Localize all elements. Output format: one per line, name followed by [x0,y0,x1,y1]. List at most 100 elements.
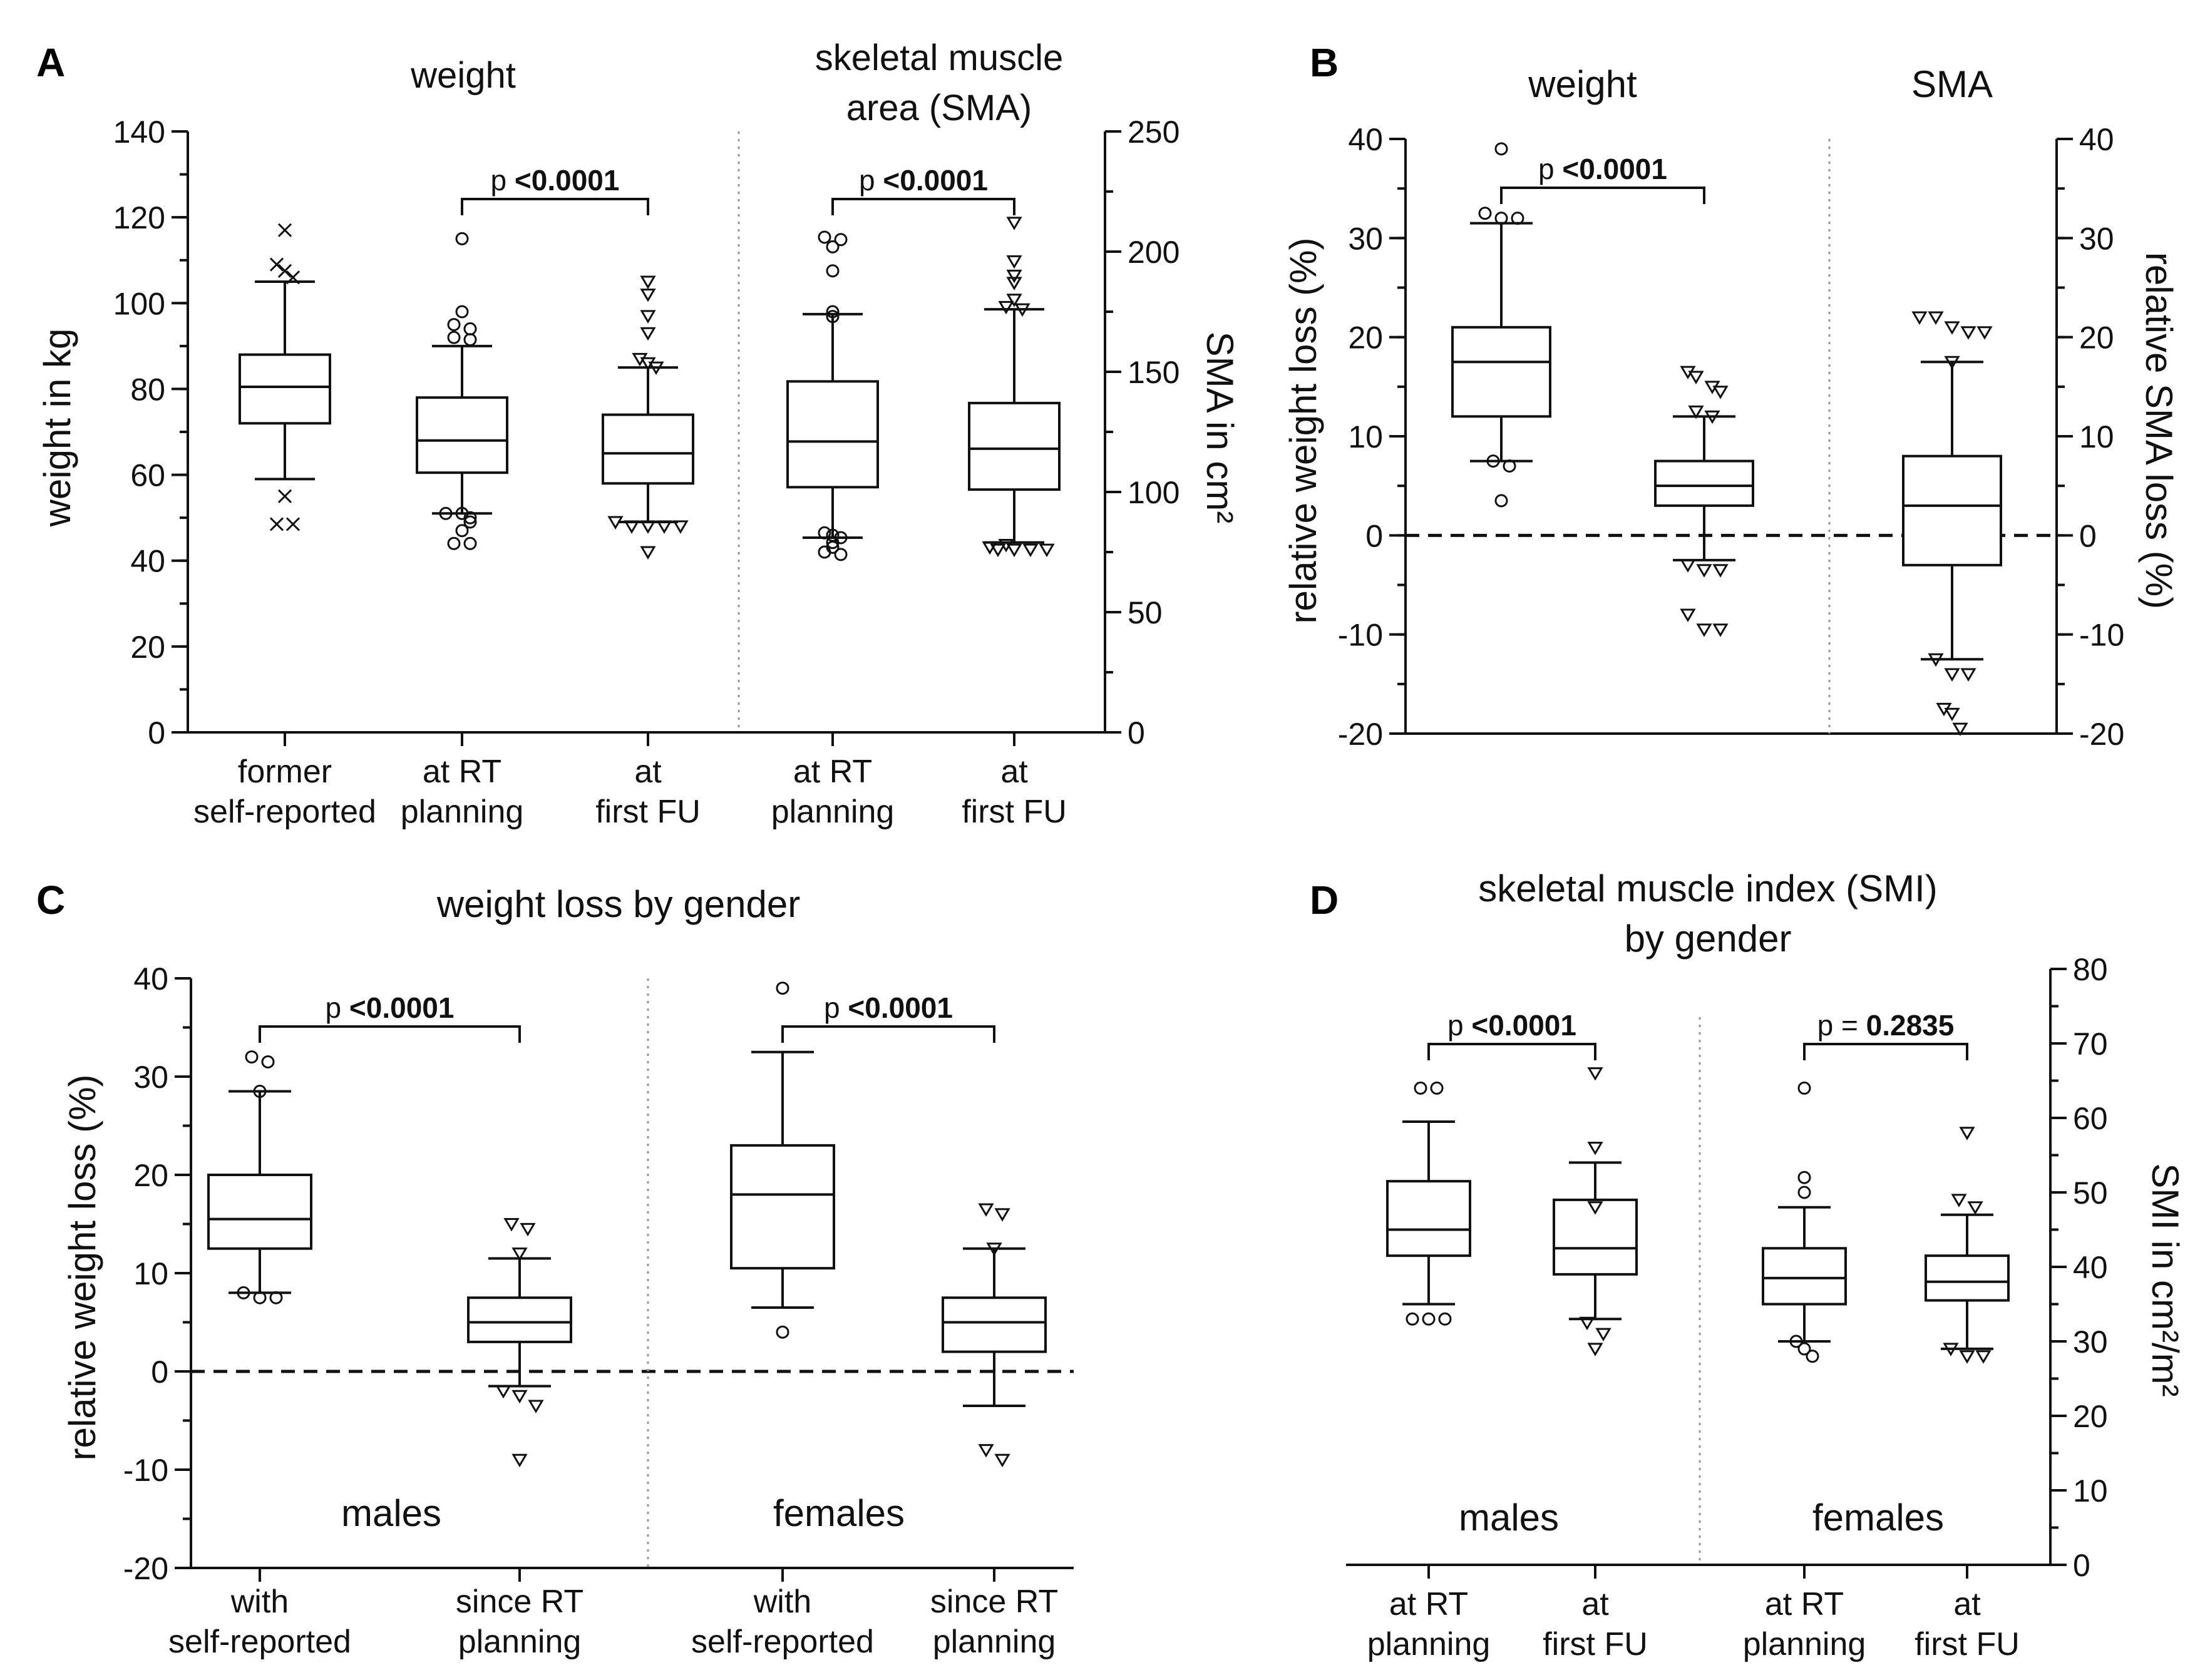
panel-c-box-2-iqr [730,1144,835,1270]
panel-b-box-2-outlier [1944,668,1960,682]
panel-d-box-0-outlier [1422,1312,1436,1326]
panel-d-title-line1: skeletal muscle index (SMI) [1478,868,1938,909]
panel-a-box-2-outlier [640,310,656,324]
panel-b-ylabel-left: relative weight loss (%) [1282,238,1324,624]
panel-d-x-label-line1: at RT [1765,1586,1844,1622]
panel-a-box-0-outlier [285,517,301,531]
panel-b-box-1-outlier [1688,405,1704,419]
panel-a-y-tick-label-right: 200 [1128,235,1180,270]
panel-a-box-2-outlier [640,327,656,341]
panel-c-x-label-line1: with [753,1584,811,1620]
panel-a-y-tick-label-left: 40 [130,544,165,579]
panel-d-box-1-outlier [1595,1328,1611,1342]
panel-c-y-tick-label-left: 0 [151,1355,168,1390]
panel-a-x-label-line2: planning [771,794,895,830]
panel-c-box-3-outlier [994,1208,1010,1222]
panel-c-box-1-outlier [495,1385,511,1399]
panel-c-box-3-iqr [942,1296,1047,1353]
panel-a-y-tick-label-left: 140 [113,115,165,150]
panel-b-box-2-outlier [1976,326,1993,340]
panel-d-y-tick-label-right: 0 [2073,1548,2090,1583]
panel-a-comparison-0-label: p <0.0001 [491,164,620,197]
panel-a-box-2-outlier [624,520,640,534]
panel-d-box-1-outlier [1587,1067,1603,1081]
panel-a-box-1-outlier [447,330,461,344]
panel-b-box-2-outlier [1911,311,1928,325]
panel-d-subgroup-females: females [1812,1497,1944,1539]
panel-a-ylabel-left: weight in kg [36,329,78,528]
panel-b-comparison-0-bracket [1500,187,1705,204]
panel-a-box-3-outlier [818,230,831,244]
panel-c-box-3-outlier [978,1203,994,1217]
panel-a-box-3-outlier [834,548,848,561]
panel-b-y-tick-label-right: 20 [2079,320,2114,356]
panel-a-x-label-line1: former [238,754,332,790]
panel-a-y-tick-label-left: 120 [113,200,165,235]
panel-a-box-4-outlier [1006,294,1022,307]
panel-b-box-2-outlier [1960,668,1976,682]
panel-d-box-2-outlier [1806,1350,1819,1363]
panel-c-x-label-line1: since RT [930,1584,1058,1620]
panel-a-x-label-line1: at [634,754,662,790]
panel-d-box-0-iqr [1386,1180,1471,1257]
panel-b-box-0-outlier [1478,207,1492,220]
panel-b-box-0-outlier [1494,142,1508,156]
panel-c-subgroup-females: females [773,1492,905,1534]
panel-a-box-4-outlier [1006,543,1022,558]
panel-a-box-2-iqr [602,413,694,485]
panel-a-box-1-outlier [463,333,477,347]
panel-a-x-label-line2: first FU [595,794,701,830]
panel-b-box-2-outlier [1928,311,1944,325]
panel-a-box-0-outlier [277,489,292,503]
panel-a-box-2-outlier [672,520,689,534]
panel-a-box-2-outlier [656,520,672,534]
panel-a-box-4-outlier [1022,543,1039,558]
panel-a-box-2-outlier [640,520,656,534]
panel-a-box-3-outlier [834,233,848,247]
panel-c-box-0-outlier [237,1286,250,1299]
panel-b-box-1-outlier [1696,564,1712,578]
panel-a-x-label-line1: at [1000,754,1028,790]
panel-a-box-2-outlier [607,516,624,530]
panel-c-box-1-outlier [520,1222,536,1237]
panel-a-box-4-outlier [1014,303,1031,317]
panel-d-comparison-0-label: p <0.0001 [1447,1009,1576,1042]
panel-a-box-3-outlier [826,310,840,324]
panel-d-box-2-outlier [1797,1081,1811,1095]
panel-a-comparison-1-label: p <0.0001 [859,164,988,197]
panel-c-comparison-1-bracket [781,1025,995,1043]
panel-a-box-0-outlier [269,517,284,531]
panel-b-header-sma: SMA [1911,63,1993,105]
panel-d-box-2-outlier [1797,1186,1811,1199]
panel-d-box-0-outlier [1406,1312,1419,1326]
panel-b-box-1-outlier [1680,608,1696,622]
panel-b-y-tick-label-right: 40 [2079,122,2114,157]
panel-a-y-tick-label-left: 20 [130,630,165,665]
panel-b-y-tick-label-left: 30 [1348,221,1383,256]
panel-b-y-tick-label-left: 10 [1348,419,1383,454]
panel-d-box-3-outlier [1959,1350,1975,1364]
panel-c-comparison-0-bracket [259,1025,521,1043]
panel-d-comparison-1-bracket [1803,1043,1968,1060]
panel-b-box-1-iqr [1654,459,1754,507]
panel-a-box-3-outlier [826,536,840,550]
panel-c-box-0-iqr [207,1174,312,1250]
panel-a-y-tick-label-right: 250 [1128,115,1180,150]
panel-a-box-3-outlier [818,526,831,540]
panel-d-title-line2: by gender [1625,918,1792,960]
panel-d-y-tick-label-right: 40 [2073,1250,2108,1285]
panel-c-x-label-line2: self-reported [168,1624,351,1660]
panel-a-x-label-line2: planning [401,794,524,830]
panel-a-y-tick-label-left: 60 [130,458,165,493]
panel-label-a: A [36,40,65,85]
panel-label-d: D [1310,878,1339,923]
panel-b-box-2-outlier [1944,707,1960,722]
panel-c-box-2-outlier [776,1325,789,1339]
panel-d-y-tick-label-right: 10 [2073,1473,2108,1508]
panel-d-box-2-iqr [1762,1247,1847,1306]
panel-b-y-tick-label-left: 20 [1348,320,1383,356]
panel-c-box-0-outlier [269,1291,283,1304]
panel-b-box-0-iqr [1451,325,1551,418]
panel-a-box-1-outlier [463,511,477,525]
panel-a-y-tick-label-right: 50 [1128,595,1163,630]
